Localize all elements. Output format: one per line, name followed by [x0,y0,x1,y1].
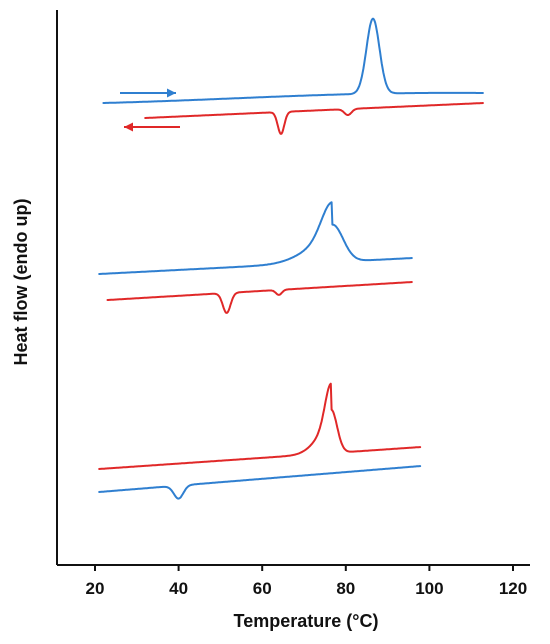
x-tick-label: 40 [169,579,188,598]
x-ticks: 20 40 60 80 100 120 [86,565,527,598]
series-middle-red-line [106,281,413,314]
heating-arrow-head [167,88,176,98]
x-tick-label: 20 [86,579,105,598]
axes [56,10,530,566]
direction-arrows [120,88,180,132]
cooling-arrow-head [124,122,133,132]
x-tick-label: 80 [336,579,355,598]
series-bottom-red-line [98,382,422,470]
x-tick-label: 100 [415,579,443,598]
x-tick-label: 120 [499,579,527,598]
series-top-blue-line [102,17,484,104]
x-axis-title: Temperature (°C) [234,611,379,631]
curves [98,17,484,500]
y-axis-title: Heat flow (endo up) [11,199,31,366]
series-middle-blue-line [98,201,413,275]
series-top-red-line [144,102,484,135]
x-tick-label: 60 [253,579,272,598]
series-bottom-blue-line [98,465,422,500]
